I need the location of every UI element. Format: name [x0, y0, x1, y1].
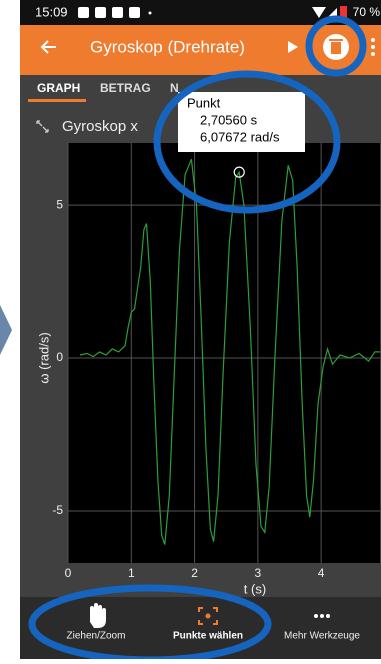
page: 15:09 70 % Gyroskop (Drehrate) GRAPH BET… — [0, 0, 381, 659]
delete-button[interactable] — [323, 34, 349, 60]
tab[interactable]: GRAPH — [37, 81, 80, 95]
tool-label: Ziehen/Zoom — [67, 631, 126, 642]
tab[interactable]: BETRAG — [100, 81, 151, 95]
y-tick-label: -5 — [52, 503, 63, 517]
popup-y: 6,07672 rad/s — [200, 129, 280, 144]
graph-title: Gyroskop x — [62, 118, 138, 135]
x-tick-label: 1 — [128, 566, 135, 580]
tab[interactable]: N — [170, 81, 179, 95]
status-battery: 70 % — [353, 5, 381, 19]
y-tick-label: 5 — [56, 197, 63, 211]
popup-x: 2,70560 s — [200, 112, 258, 127]
x-axis-label: t (s) — [244, 581, 266, 596]
menu-button[interactable] — [371, 38, 375, 56]
status-time: 15:09 — [35, 4, 68, 19]
screen: 15:09 70 % Gyroskop (Drehrate) GRAPH BET… — [0, 0, 381, 659]
tab-indicator — [28, 99, 86, 102]
app-title: Gyroskop (Drehrate) — [90, 37, 245, 56]
popup-title: Punkt — [187, 95, 221, 110]
x-tick-label: 3 — [255, 566, 262, 580]
x-tick-label: 0 — [65, 566, 72, 580]
side-arrow — [0, 305, 12, 355]
y-axis-label: ω (rad/s) — [36, 332, 51, 383]
tool-label: Mehr Werkzeuge — [284, 631, 360, 642]
y-tick-label: 0 — [56, 350, 63, 364]
x-tick-label: 2 — [191, 566, 198, 580]
tool-label: Punkte wählen — [173, 631, 243, 642]
x-tick-label: 4 — [318, 566, 325, 580]
